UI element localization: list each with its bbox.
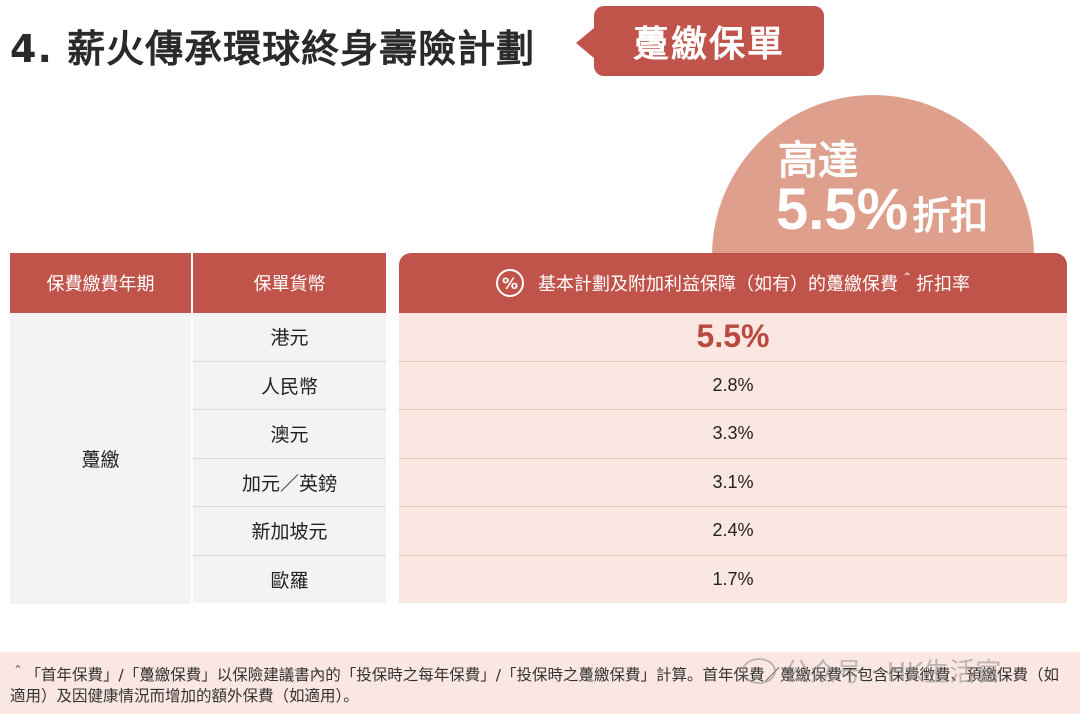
rate-cell-aud: 3.3% xyxy=(399,410,1067,459)
currency-cell-aud: 澳元 xyxy=(193,410,386,459)
wechat-icon xyxy=(742,657,776,684)
footnote-text: ＾「首年保費」/「躉繳保費」以保險建議書內的「投保時之每年保費」/「投保時之躉繳… xyxy=(10,666,1059,705)
currency-cell-cad-gbp: 加元／英鎊 xyxy=(193,458,386,507)
payment-term-cell: 躉繳 xyxy=(10,313,191,604)
bubble-up-to-label: 高達 xyxy=(778,138,858,184)
rate-cell-hkd: 5.5% xyxy=(399,313,1067,362)
percent-icon: % xyxy=(496,269,524,297)
badge-arrow xyxy=(576,28,594,58)
header-payment-term: 保費繳費年期 xyxy=(10,253,191,313)
single-premium-badge: 躉繳保單 xyxy=(594,6,824,76)
column-divider xyxy=(191,313,193,604)
header-discount-rate-label: 基本計劃及附加利益保障（如有）的躉繳保費＾折扣率 xyxy=(538,274,970,295)
currency-cell-sgd: 新加坡元 xyxy=(193,507,386,556)
bubble-discount-label: 折扣 xyxy=(912,194,989,238)
footnote-background xyxy=(0,652,1080,714)
rate-cell-cad-gbp: 3.1% xyxy=(399,459,1067,507)
rate-cell-eur: 1.7% xyxy=(712,568,754,589)
rate-cell-rmb: 2.8% xyxy=(399,362,1067,410)
bubble-rate: 5.5% 折扣 xyxy=(776,176,988,243)
rate-column: 5.5% 2.8% 3.3% 3.1% 2.4% 1.7% xyxy=(399,313,1067,603)
header-currency: 保單貨幣 xyxy=(193,253,386,313)
watermark-text: 公众号 · HK生活官 xyxy=(784,658,1002,688)
currency-cell-hkd: 港元 xyxy=(193,313,386,362)
currency-cell-rmb: 人民幣 xyxy=(193,361,386,410)
currency-column: 港元 人民幣 澳元 加元／英鎊 新加坡元 歐羅 xyxy=(193,313,386,603)
watermark: 公众号 · HK生活官 xyxy=(742,652,1001,689)
currency-cell-eur: 歐羅 xyxy=(193,555,386,603)
rate-cell-sgd: 2.4% xyxy=(399,507,1067,556)
bubble-rate-value: 5.5% xyxy=(776,177,909,242)
page-title: 4. 薪火傳承環球終身壽險計劃 xyxy=(10,27,536,71)
header-discount-rate: % 基本計劃及附加利益保障（如有）的躉繳保費＾折扣率 xyxy=(399,253,1067,313)
